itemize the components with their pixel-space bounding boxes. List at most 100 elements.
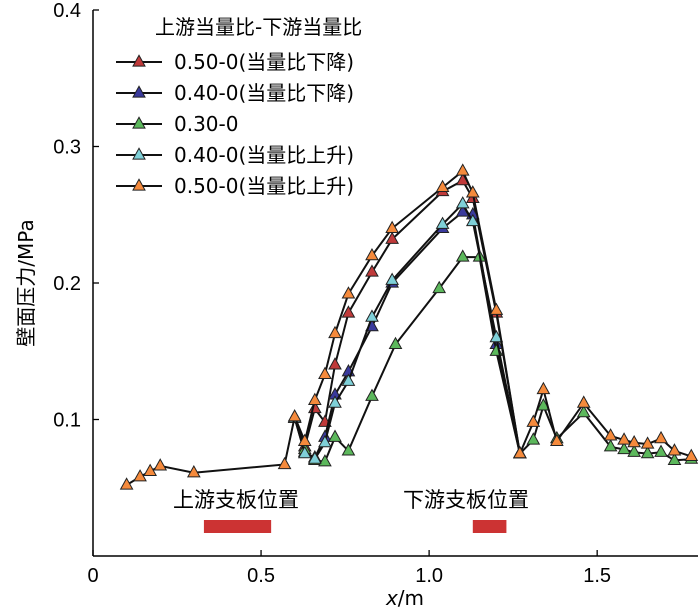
legend-item: 0.40-0(当量比上升)	[116, 143, 354, 167]
data-point	[143, 463, 157, 476]
y-axis-title: 壁面压力/MPa	[14, 219, 38, 346]
data-point	[307, 392, 322, 405]
legend-item: 0.40-0(当量比下降)	[116, 81, 354, 105]
legend-label: 0.40-0(当量比下降)	[174, 81, 354, 105]
x-axis-unit: /m	[398, 586, 424, 610]
data-point	[549, 433, 564, 446]
data-point	[307, 451, 322, 464]
legend-label: 0.50-0(当量比上升)	[174, 174, 354, 198]
series-line	[293, 179, 521, 454]
data-point	[277, 456, 292, 470]
data-point	[513, 445, 527, 459]
data-point	[667, 443, 682, 456]
upstream-strut-label: 上游支板位置	[173, 488, 299, 512]
data-point	[365, 264, 379, 277]
x-tick-label: 1.5	[583, 565, 611, 587]
data-point	[341, 305, 356, 318]
downstream-strut-bar	[472, 520, 507, 533]
data-point	[385, 272, 399, 285]
data-point	[455, 196, 470, 209]
data-point	[328, 429, 342, 442]
y-tick-label: 0.1	[53, 410, 81, 432]
legend-marker	[132, 116, 146, 129]
data-point	[153, 458, 168, 471]
data-point	[328, 325, 342, 339]
x-axis-variable: x	[385, 586, 398, 610]
data-point	[489, 302, 504, 315]
data-point	[536, 381, 551, 395]
data-point	[328, 357, 342, 370]
data-point	[341, 373, 356, 386]
legend-marker	[132, 85, 146, 98]
data-point	[455, 249, 470, 262]
data-point	[328, 395, 342, 408]
data-point	[465, 213, 480, 227]
data-point	[435, 179, 450, 193]
legend-items: 0.50-0(当量比下降) 0.40-0(当量比下降) 0.30-0 0.40-0(当…	[116, 50, 354, 198]
data-point	[133, 469, 147, 482]
data-point	[465, 185, 480, 198]
y-tick-label: 0.3	[53, 137, 81, 159]
data-point	[341, 286, 356, 299]
data-point	[365, 388, 379, 401]
strut-annotations: 上游支板位置 下游支板位置	[173, 488, 529, 533]
legend-item: 0.30-0	[116, 112, 238, 136]
data-point	[186, 465, 201, 478]
legend-label: 0.30-0	[174, 112, 238, 136]
y-tick-label: 0.2	[53, 273, 81, 295]
data-point	[435, 216, 450, 229]
legend-item: 0.50-0(当量比上升)	[116, 174, 354, 198]
data-point	[318, 366, 332, 380]
data-point	[455, 163, 470, 176]
x-tick-label: 1.0	[415, 565, 443, 587]
data-point	[654, 444, 668, 457]
x-ticks: 0 0.5 1.0 1.5	[87, 550, 611, 587]
data-point	[388, 336, 403, 350]
legend-marker	[132, 178, 146, 191]
y-ticks: 0.1 0.2 0.3 0.4	[53, 0, 99, 432]
upstream-strut-bar	[203, 520, 272, 533]
y-tick-label: 0.4	[53, 0, 81, 22]
series-layer	[119, 163, 699, 490]
data-point	[576, 395, 591, 408]
legend-item: 0.50-0(当量比下降)	[116, 50, 354, 74]
data-point	[627, 434, 641, 448]
legend-label: 0.50-0(当量比下降)	[174, 50, 354, 74]
data-point	[654, 430, 668, 444]
downstream-strut-label: 下游支板位置	[403, 488, 529, 512]
legend-label: 0.40-0(当量比上升)	[174, 143, 354, 167]
series-4	[119, 163, 699, 490]
series-2	[287, 249, 699, 467]
data-point	[640, 445, 655, 459]
x-tick-label: 0	[87, 565, 98, 587]
data-point	[489, 329, 504, 343]
legend: 上游当量比-下游当量比 0.50-0(当量比下降)0.40-0(当量比下降)0.…	[116, 15, 362, 198]
data-point	[640, 436, 655, 449]
data-point	[365, 247, 379, 261]
legend-title: 上游当量比-下游当量比	[155, 15, 362, 39]
data-point	[684, 448, 699, 461]
data-point	[365, 309, 379, 322]
data-point	[603, 439, 618, 452]
data-point	[385, 220, 399, 234]
data-point	[432, 280, 447, 294]
data-point	[318, 434, 332, 448]
data-point	[318, 454, 332, 467]
x-axis-title: x/m	[385, 586, 424, 610]
data-point	[287, 409, 302, 422]
legend-marker	[132, 147, 146, 160]
data-point	[627, 444, 641, 457]
data-point	[617, 441, 631, 455]
data-point	[617, 432, 631, 445]
data-point	[667, 452, 682, 466]
data-point	[576, 404, 591, 418]
series-line	[293, 210, 521, 460]
data-point	[297, 433, 312, 446]
legend-marker	[132, 54, 146, 67]
x-tick-label: 0.5	[247, 565, 275, 587]
data-point	[297, 445, 312, 459]
data-point	[603, 428, 618, 441]
data-point	[526, 414, 541, 427]
data-point	[341, 443, 356, 456]
